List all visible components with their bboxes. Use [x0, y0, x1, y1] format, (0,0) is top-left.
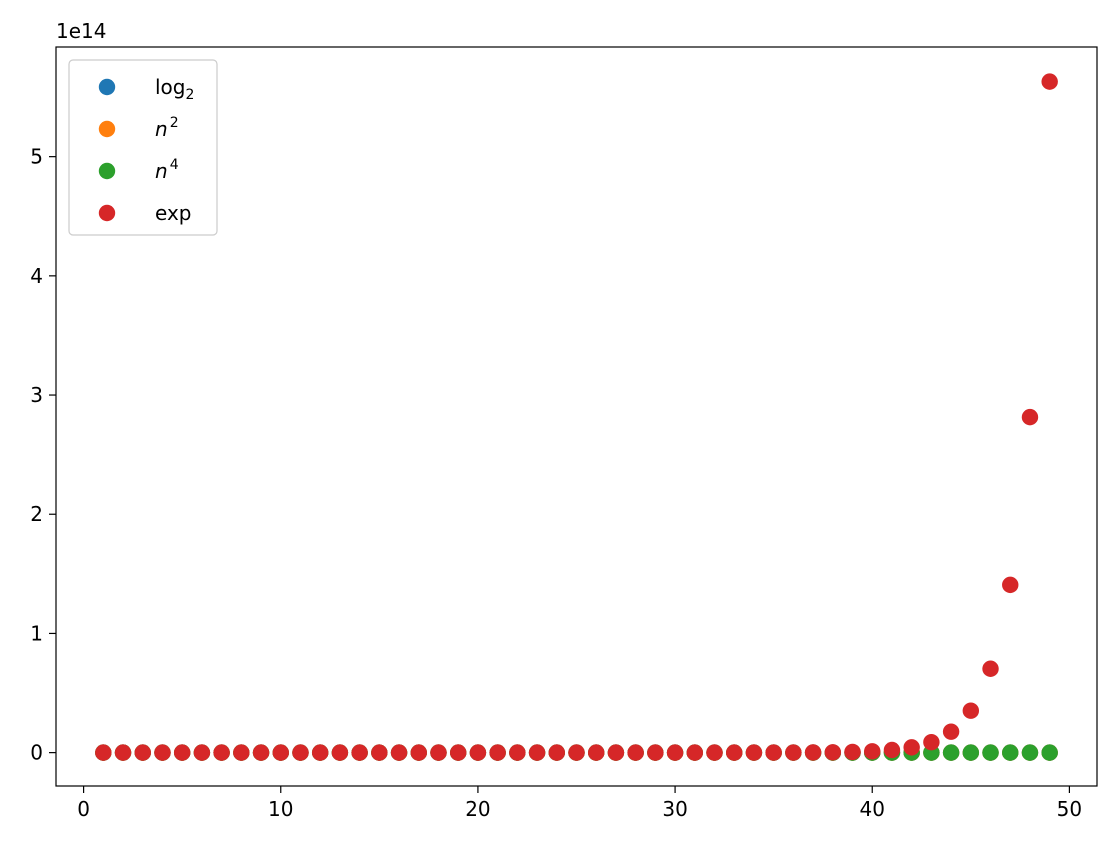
data-point [528, 744, 546, 761]
data-point [883, 741, 901, 759]
legend-marker [98, 120, 116, 138]
data-point [982, 660, 999, 677]
data-point [154, 744, 171, 761]
y-offset-label: 1e14 [56, 19, 106, 43]
y-tick-label: 0 [30, 741, 43, 765]
data-point [311, 744, 329, 761]
x-tick-label: 50 [1057, 797, 1082, 821]
data-point [252, 744, 270, 761]
y-tick-label: 5 [30, 145, 43, 169]
data-point [134, 744, 151, 761]
data-point [430, 744, 447, 761]
legend-marker [98, 78, 116, 96]
x-tick-label: 20 [465, 797, 490, 821]
legend-box [68, 59, 218, 236]
series-3 [95, 73, 1058, 761]
data-point [548, 744, 565, 761]
data-point [469, 744, 487, 761]
data-point [272, 744, 289, 761]
data-point [233, 744, 250, 761]
y-tick-label: 3 [30, 383, 43, 407]
data-point [114, 744, 132, 761]
data-point [193, 744, 211, 761]
data-point [726, 744, 743, 761]
data-point [1041, 744, 1058, 761]
data-point [962, 744, 980, 761]
legend-marker [98, 204, 116, 222]
x-tick-label: 10 [268, 797, 293, 821]
legend: log2 n 2 n 4 exp [68, 59, 218, 236]
y-tick-label: 2 [30, 502, 43, 526]
x-tick-label: 40 [860, 797, 885, 821]
data-point [982, 744, 999, 761]
data-point [804, 744, 822, 761]
data-point [923, 733, 940, 751]
data-point [173, 744, 191, 761]
data-point [824, 744, 842, 761]
data-point [942, 723, 960, 740]
data-point [371, 744, 388, 761]
data-point [706, 744, 723, 761]
plot-frame [55, 46, 1098, 787]
data-point [686, 744, 703, 761]
data-point [666, 744, 684, 761]
data-point [942, 744, 960, 761]
data-point [785, 744, 802, 761]
x-tick-label: 0 [77, 797, 90, 821]
data-point [903, 739, 920, 756]
data-point [410, 744, 427, 761]
data-point [962, 702, 980, 719]
data-point [292, 744, 309, 761]
data-point [1021, 744, 1039, 761]
data-point [351, 744, 368, 761]
data-point [1002, 744, 1019, 761]
data-point [1021, 408, 1039, 426]
x-tick-label: 30 [662, 797, 687, 821]
data-point [450, 744, 467, 761]
data-point [647, 744, 664, 761]
legend-label: exp [155, 201, 191, 225]
data-point [1002, 576, 1019, 594]
data-point [568, 744, 585, 761]
y-tick-label: 1 [30, 621, 43, 645]
data-point [213, 744, 230, 761]
data-point [588, 744, 605, 761]
y-axis: 0 1 2 3 4 5 [30, 145, 56, 765]
data-point [390, 744, 408, 761]
data-point [864, 743, 881, 760]
data-point [607, 744, 625, 761]
legend-item: exp [98, 201, 191, 225]
data-point [509, 744, 526, 761]
data-point [95, 744, 112, 761]
data-point [765, 744, 782, 761]
legend-marker [98, 162, 116, 180]
legend-item: log2 [98, 75, 194, 103]
legend-label: log2 [155, 75, 194, 103]
x-axis: 0 10 20 30 40 50 [77, 786, 1082, 821]
data-points [95, 73, 1058, 761]
data-point [745, 744, 763, 761]
y-tick-label: 4 [30, 264, 43, 288]
data-point [844, 743, 861, 761]
data-point [331, 744, 349, 761]
data-point [489, 744, 506, 761]
data-point [1041, 73, 1058, 90]
data-point [627, 744, 644, 761]
